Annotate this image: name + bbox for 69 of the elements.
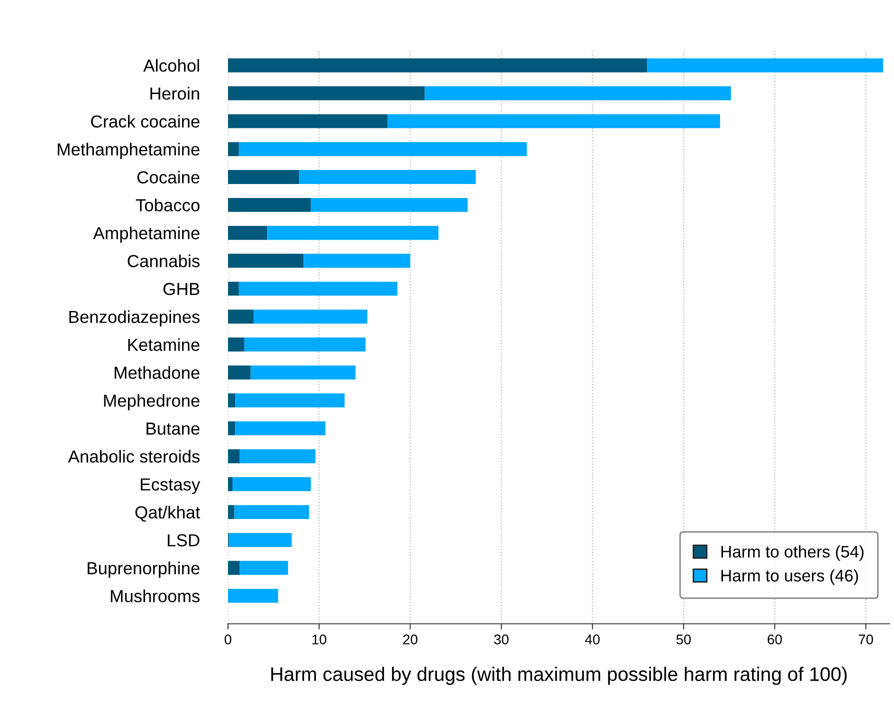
y-tick-label: LSD: [168, 534, 200, 546]
bar: [228, 588, 278, 603]
bar: [228, 365, 251, 380]
bar: [267, 226, 438, 240]
bar: [250, 365, 356, 380]
y-tick-label: Anabolic steroids: [68, 450, 200, 463]
y-tick-label: Benzodiazepines: [69, 310, 200, 327]
bar: [235, 393, 345, 408]
y-tick-label: GHB: [163, 282, 200, 296]
y-tick-label: Amphetamine: [93, 226, 200, 243]
y-tick-label: Cocaine: [137, 170, 200, 184]
bar: [228, 114, 388, 128]
legend-label: Harm to others (54): [721, 545, 864, 561]
y-tick-label: Ecstasy: [140, 478, 200, 494]
bar: [228, 560, 240, 575]
y-tick-label: Alcohol: [143, 59, 200, 72]
x-tick-label: 50: [676, 634, 691, 644]
x-axis-title: Harm caused by drugs (with maximum possible harm rating of 100): [271, 666, 847, 685]
bar: [234, 505, 310, 520]
y-tick-label: Tobacco: [136, 198, 200, 212]
bar: [228, 86, 425, 100]
bar: [424, 86, 731, 100]
bar: [228, 254, 304, 268]
bar: [228, 393, 236, 408]
bar: [240, 449, 316, 464]
bar: [228, 533, 292, 547]
x-tick-label: 60: [768, 634, 782, 644]
x-tick-label: 70: [858, 634, 874, 644]
bar: [228, 142, 239, 156]
x-tick-label: 10: [312, 634, 326, 644]
bar: [228, 282, 239, 296]
bar: [228, 421, 236, 436]
bar: [253, 310, 368, 324]
y-tick-label: Mushrooms: [110, 590, 200, 602]
bar: [304, 254, 410, 268]
y-tick-label: Methadone: [114, 366, 200, 379]
bar: [228, 449, 240, 464]
y-tick-label: Mephedrone: [104, 394, 200, 410]
bar: [228, 310, 254, 324]
y-tick-label: Cannabis: [128, 254, 200, 268]
x-tick-label: 40: [585, 634, 600, 644]
y-tick-label: Crack cocaine: [91, 114, 200, 128]
bar: [647, 58, 884, 72]
y-tick-label: Buprenorphine: [88, 562, 200, 578]
bar: [238, 282, 398, 296]
bar: [310, 198, 468, 212]
bar: [235, 421, 326, 436]
y-tick-label: Butane: [146, 422, 200, 435]
bar: [228, 338, 244, 352]
legend-label: Harm to users (46): [721, 569, 858, 585]
bar: [228, 505, 234, 520]
bar: [228, 477, 233, 492]
y-tick-label: Methamphetamine: [58, 142, 200, 159]
bar: [387, 114, 720, 128]
x-tick-label: 30: [494, 634, 509, 644]
bar: [238, 142, 527, 156]
y-tick-label: Heroin: [150, 86, 200, 100]
bar: [299, 170, 476, 184]
bar: [228, 198, 311, 212]
bar: [228, 170, 300, 184]
bar: [228, 226, 268, 240]
bar: [232, 477, 311, 492]
bar: [240, 560, 288, 575]
bar: [244, 338, 366, 352]
bar: [228, 58, 648, 72]
x-tick-label: 20: [403, 634, 418, 644]
x-tick-label: 0: [224, 634, 232, 644]
y-tick-label: Qat/khat: [135, 506, 200, 522]
y-tick-label: Ketamine: [128, 338, 200, 352]
